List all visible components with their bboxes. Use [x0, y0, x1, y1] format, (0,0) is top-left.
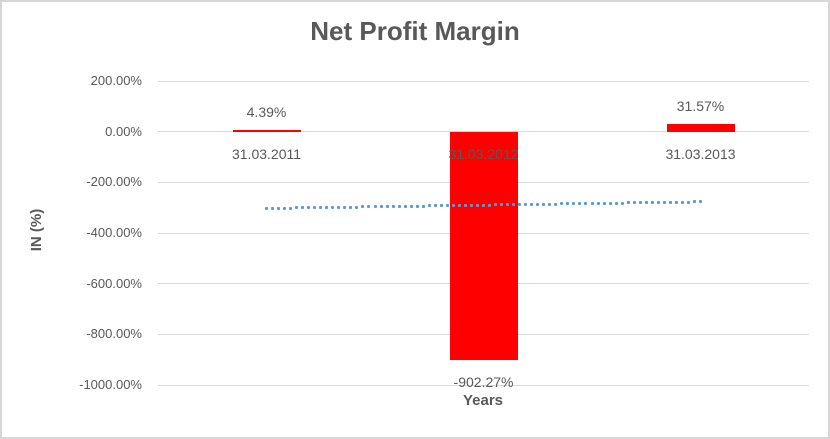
- data-label: 31.57%: [676, 97, 725, 114]
- trendline-dot: [331, 205, 335, 209]
- trendline-dot: [656, 200, 660, 204]
- trendline-dot: [632, 201, 636, 205]
- trendline-dot: [397, 204, 401, 208]
- trendline-dot: [403, 204, 407, 208]
- trendline-dot: [548, 202, 552, 206]
- trendline-dot: [524, 202, 528, 206]
- x-axis-title: Years: [462, 392, 504, 409]
- trendline-dot: [554, 202, 558, 206]
- y-tick-label: -600.00%: [86, 275, 142, 291]
- trendline-dot: [692, 200, 696, 204]
- gridline: [158, 384, 809, 386]
- trendline-dot: [265, 206, 268, 210]
- y-tick-label: -1000.00%: [79, 377, 142, 392]
- y-tick-label: -800.00%: [86, 326, 142, 342]
- trendline-dot: [319, 206, 323, 210]
- trendline-dot: [289, 206, 293, 210]
- trendline-dot: [427, 204, 431, 208]
- trendline-dot: [590, 201, 594, 205]
- trendline-dot: [512, 203, 516, 207]
- trendline-dot: [373, 205, 377, 209]
- trendline-dot: [596, 201, 600, 205]
- trendline-dot: [506, 203, 510, 207]
- trendline-dot: [349, 205, 353, 209]
- trendline-dot: [608, 201, 612, 205]
- gridline: [158, 80, 809, 82]
- category-label: 31.03.2011: [231, 145, 302, 162]
- data-label: 4.39%: [246, 103, 287, 120]
- trendline-dot: [445, 204, 449, 208]
- trendline-dot: [488, 203, 492, 207]
- trendline-dot: [457, 203, 461, 207]
- trendline-dot: [674, 200, 678, 204]
- trendline-dot: [337, 205, 341, 209]
- y-tick-label: 200.00%: [90, 73, 142, 88]
- trendline-dot: [578, 202, 582, 206]
- trendline-dot: [536, 202, 540, 206]
- y-tick-label: 0.00%: [105, 123, 142, 139]
- y-tick-label: -200.00%: [86, 174, 142, 190]
- trendline-dot: [482, 203, 485, 207]
- trendline-dot: [469, 203, 473, 207]
- trendline-dot: [367, 205, 371, 209]
- trendline-dot: [439, 204, 443, 208]
- trendline-dot: [409, 204, 413, 208]
- trendline-dot: [644, 201, 648, 205]
- trendline-dot: [620, 201, 624, 205]
- y-tick-label: -400.00%: [86, 225, 142, 240]
- trendline-dot: [307, 206, 311, 210]
- trendline-dot: [343, 205, 347, 209]
- trendline-dot: [638, 201, 642, 205]
- trendline-dot: [421, 204, 425, 208]
- trendline-dot: [566, 202, 570, 206]
- trendline-dot: [680, 200, 684, 204]
- category-label: 31.03.2013: [665, 145, 736, 162]
- trendline-dot: [451, 204, 455, 208]
- trendline-dot: [277, 206, 281, 210]
- trendline-dot: [301, 206, 305, 210]
- trendline-dot: [626, 201, 630, 205]
- trendline-dot: [313, 206, 317, 210]
- trendline-dot: [668, 200, 672, 204]
- trendline-dot: [560, 202, 564, 206]
- chart-title: Net Profit Margin: [310, 16, 520, 46]
- category-label: 31.03.2012: [448, 145, 519, 162]
- bar: [232, 129, 301, 132]
- trendline-dot: [518, 203, 522, 207]
- trendline-dot: [361, 205, 365, 209]
- trendline-dot: [271, 206, 275, 210]
- trendline-dot: [614, 201, 618, 205]
- bar: [666, 123, 735, 132]
- trendline-dot: [283, 206, 287, 210]
- trendline-dot: [650, 201, 654, 205]
- data-label: -902.27%: [453, 374, 514, 391]
- trendline-dot: [355, 205, 359, 209]
- trendline-dot: [699, 200, 702, 204]
- trendline-dot: [494, 203, 498, 207]
- bar: [449, 131, 518, 361]
- trendline-dot: [475, 203, 479, 207]
- trendline-dot: [391, 205, 395, 208]
- trendline-dot: [325, 206, 329, 209]
- trendline-dot: [662, 200, 666, 204]
- trendline-dot: [602, 201, 606, 205]
- trendline-dot: [584, 202, 588, 206]
- trendline-dot: [385, 205, 389, 209]
- trendline-dot: [433, 204, 437, 208]
- trendline-dot: [686, 200, 690, 204]
- trendline-dot: [530, 202, 534, 206]
- trendline-dot: [463, 203, 467, 207]
- trendline-dot: [295, 206, 299, 210]
- trendline-dot: [572, 202, 576, 206]
- trendline-dot: [415, 204, 419, 208]
- trendline-dot: [379, 205, 383, 209]
- trendline-dot: [500, 203, 504, 207]
- trendline-dot: [542, 202, 546, 206]
